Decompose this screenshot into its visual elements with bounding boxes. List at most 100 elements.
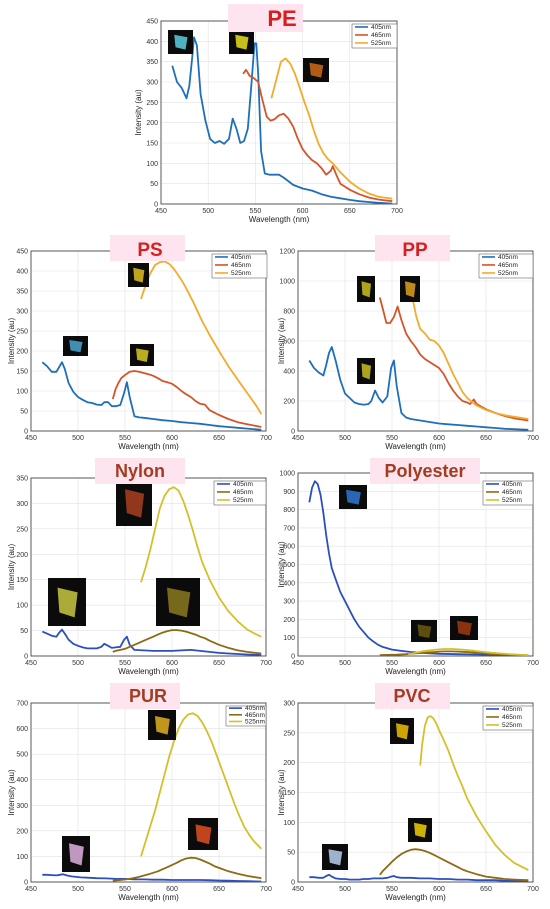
legend-label: 525nm xyxy=(371,40,391,47)
y-tick-label: 900 xyxy=(283,489,295,496)
x-axis-label: Wavelength (nm) xyxy=(385,893,446,902)
x-tick-label: 450 xyxy=(25,660,37,667)
y-tick-label: 1000 xyxy=(279,279,295,286)
y-axis-label: Intensity (au) xyxy=(7,769,16,816)
photo-sample-shape xyxy=(457,620,472,636)
sample-photo xyxy=(357,358,375,384)
series-line-465nm xyxy=(112,629,262,655)
x-axis-label: Wavelength (nm) xyxy=(385,442,446,451)
x-tick-label: 450 xyxy=(292,660,304,667)
sample-photo xyxy=(303,58,329,82)
y-tick-label: 200 xyxy=(283,399,295,406)
photo-sample-shape xyxy=(125,489,145,518)
photo-sample-shape xyxy=(136,348,149,363)
y-tick-label: 350 xyxy=(16,476,28,483)
x-tick-label: 700 xyxy=(260,660,272,667)
y-tick-label: 400 xyxy=(16,777,28,784)
x-tick-label: 600 xyxy=(166,660,178,667)
legend-label: 525nm xyxy=(502,722,522,729)
x-tick-label: 600 xyxy=(166,886,178,893)
legend-box xyxy=(211,253,268,279)
legend-label: 405nm xyxy=(245,705,265,712)
sample-photo xyxy=(188,818,218,850)
y-tick-label: 400 xyxy=(146,39,158,46)
legend-box xyxy=(351,23,398,49)
x-tick-label: 650 xyxy=(344,208,356,215)
series-line-525nm xyxy=(419,715,529,871)
y-tick-label: 200 xyxy=(16,349,28,356)
series-line-405nm xyxy=(41,361,262,431)
y-tick-label: 50 xyxy=(20,628,28,635)
y-axis-label: Intensity (au) xyxy=(277,541,286,588)
x-tick-label: 600 xyxy=(433,435,445,442)
y-tick-label: 350 xyxy=(146,59,158,66)
series-line-465nm xyxy=(242,68,393,203)
x-tick-label: 550 xyxy=(386,435,398,442)
x-tick-label: 550 xyxy=(386,886,398,893)
x-axis-label: Wavelength (nm) xyxy=(249,215,310,224)
x-tick-label: 600 xyxy=(433,886,445,893)
x-tick-label: 500 xyxy=(72,435,84,442)
legend-label: 525nm xyxy=(233,497,253,504)
photo-sample-shape xyxy=(361,281,372,298)
x-tick-label: 700 xyxy=(260,886,272,893)
y-tick-label: 500 xyxy=(283,562,295,569)
chart-title: PUR xyxy=(129,686,167,706)
y-tick-label: 300 xyxy=(16,803,28,810)
legend-label: 525nm xyxy=(245,718,265,725)
legend-box xyxy=(213,480,267,506)
x-tick-label: 650 xyxy=(213,660,225,667)
x-axis-label: Wavelength (nm) xyxy=(118,442,179,451)
y-tick-label: 800 xyxy=(283,507,295,514)
legend-label: 465nm xyxy=(231,262,251,269)
x-tick-label: 650 xyxy=(480,435,492,442)
legend-label: 465nm xyxy=(498,262,518,269)
series-line-465nm xyxy=(111,370,262,428)
plot-area xyxy=(160,20,398,205)
photo-sample-shape xyxy=(69,843,84,866)
series-line-405nm xyxy=(41,628,262,656)
sample-photo xyxy=(148,710,176,740)
title-highlight xyxy=(370,458,480,484)
legend-label: 525nm xyxy=(231,270,251,277)
y-tick-label: 150 xyxy=(146,141,158,148)
y-tick-label: 300 xyxy=(16,501,28,508)
legend-label: 465nm xyxy=(502,714,522,721)
legend-label: 525nm xyxy=(502,497,522,504)
y-tick-label: 200 xyxy=(146,120,158,127)
x-tick-label: 550 xyxy=(250,208,262,215)
chart-title: PE xyxy=(267,6,296,31)
chart-panel-5: 450 500 550 600 650 700 0 100 200 300 400 500 600 700… xyxy=(7,683,272,902)
y-tick-label: 0 xyxy=(291,880,295,887)
photo-sample-shape xyxy=(309,62,324,78)
legend-label: 405nm xyxy=(502,481,522,488)
sample-photo xyxy=(400,276,420,302)
y-tick-label: 300 xyxy=(283,599,295,606)
y-tick-label: 100 xyxy=(16,854,28,861)
sample-photo xyxy=(450,616,478,640)
title-highlight xyxy=(228,4,303,32)
sample-photo xyxy=(62,836,90,872)
series-line-465nm xyxy=(378,297,529,422)
x-tick-label: 550 xyxy=(386,660,398,667)
series-line-525nm xyxy=(140,486,262,638)
sample-photo xyxy=(411,620,437,642)
x-tick-label: 550 xyxy=(119,660,131,667)
legend-box xyxy=(482,705,534,731)
y-tick-label: 800 xyxy=(283,309,295,316)
photo-sample-shape xyxy=(417,624,432,639)
x-tick-label: 600 xyxy=(297,208,309,215)
photo-sample-shape xyxy=(133,267,145,283)
x-axis-label: Wavelength (nm) xyxy=(118,667,179,676)
y-tick-label: 0 xyxy=(24,429,28,436)
sample-photo xyxy=(229,30,254,54)
photo-sample-shape xyxy=(361,363,372,380)
y-tick-label: 100 xyxy=(283,820,295,827)
legend-box xyxy=(478,253,534,279)
photo-sample-shape xyxy=(195,824,212,845)
